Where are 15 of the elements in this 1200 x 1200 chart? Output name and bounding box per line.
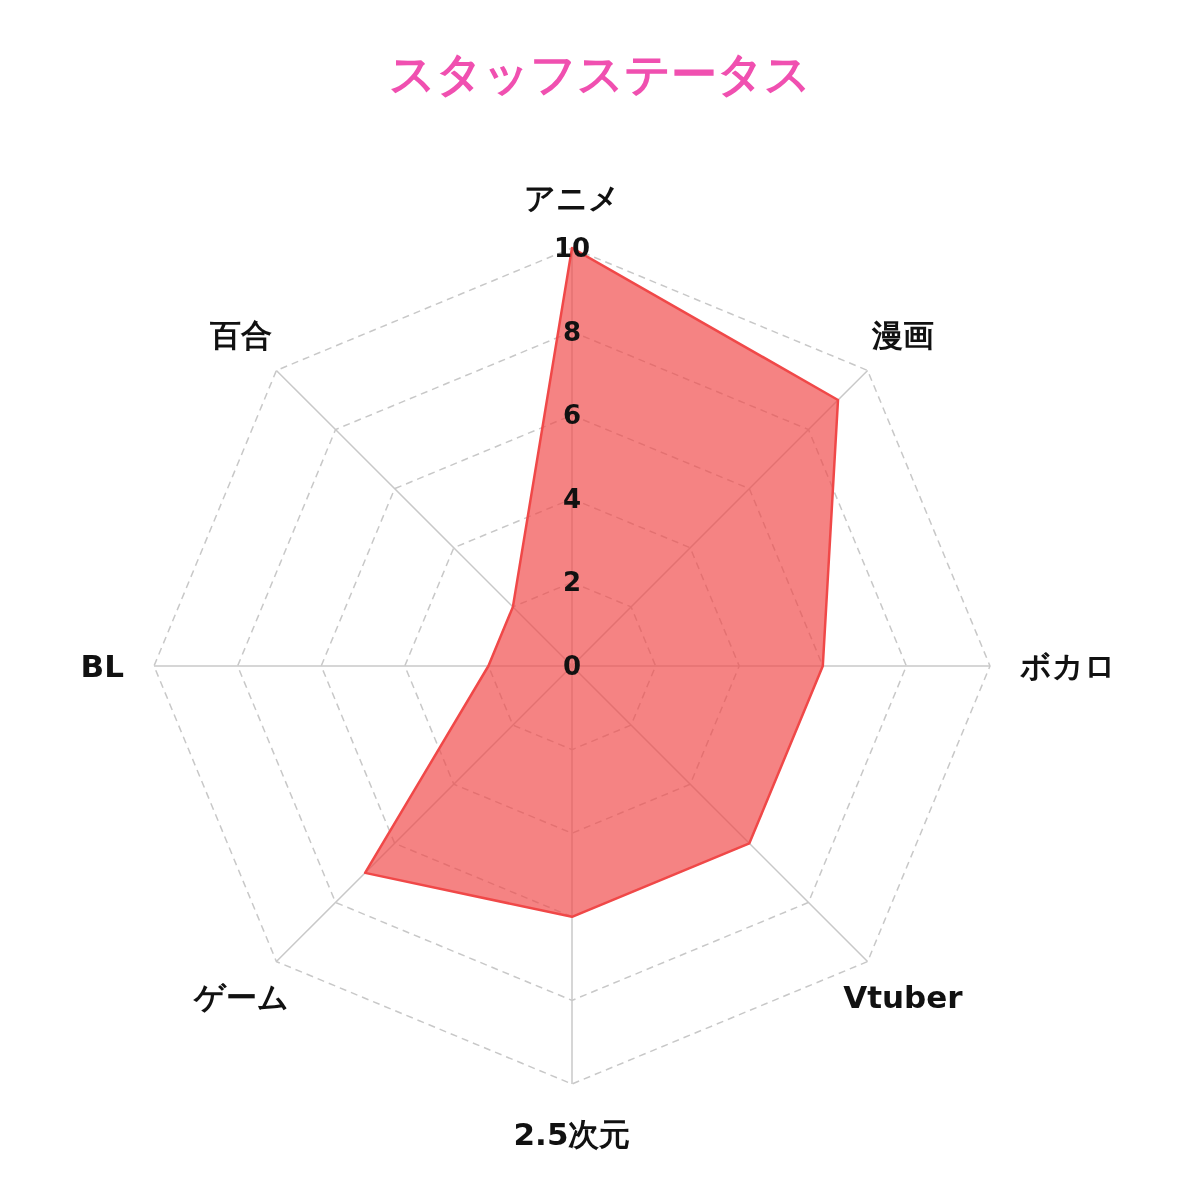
spoke-label: BL xyxy=(80,648,124,684)
spoke-label: 百合 xyxy=(209,317,273,354)
y-tick-label: 0 xyxy=(562,651,582,681)
spoke-label: ボカロ xyxy=(1020,648,1116,684)
spoke-label: 漫画 xyxy=(870,317,934,354)
title: スタッフステータス xyxy=(389,47,811,101)
spoke-label: Vtuber xyxy=(843,978,964,1015)
spoke-label: ゲーム xyxy=(192,978,289,1015)
spoke-label: アニメ xyxy=(524,180,620,216)
spoke-label: 2.5次元 xyxy=(513,1116,631,1152)
y-tick-label: 8 xyxy=(562,316,582,347)
y-tick-label: 2 xyxy=(562,567,582,598)
y-tick-label: 10 xyxy=(553,233,591,263)
y-tick-label: 4 xyxy=(562,483,582,514)
y-tick-label: 6 xyxy=(562,400,582,431)
